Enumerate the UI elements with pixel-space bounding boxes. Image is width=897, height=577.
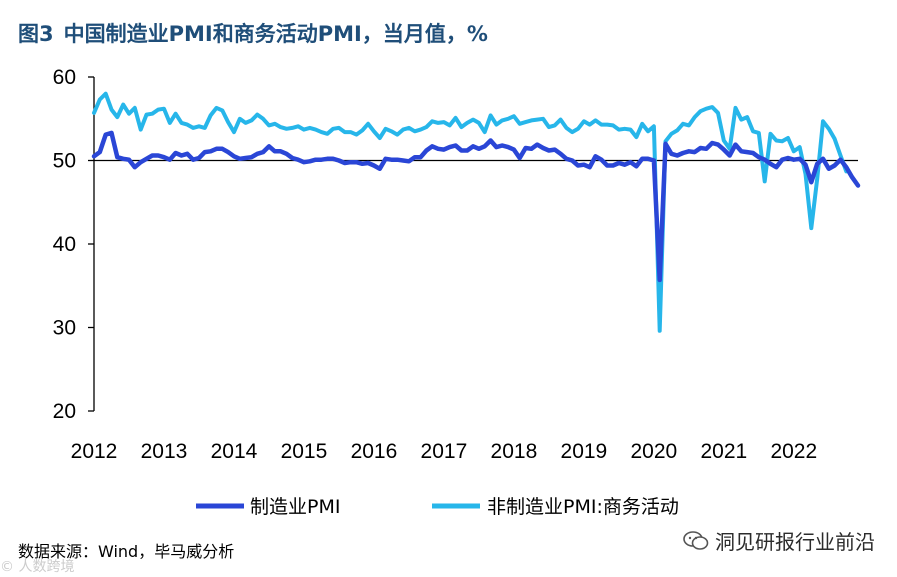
x-tick-label: 2021	[700, 440, 747, 463]
series-line-manufacturing-pmi	[91, 130, 861, 283]
x-tick-label: 2014	[211, 440, 258, 463]
x-tick-label: 2018	[491, 440, 538, 463]
x-tick-label: 2020	[631, 440, 678, 463]
chart-title: 图3 中国制造业PMI和商务活动PMI，当月值，%	[18, 18, 488, 48]
x-tick-label: 2017	[421, 440, 468, 463]
figure-number: 图3	[18, 22, 54, 46]
data-source-note: 数据来源：Wind，毕马威分析	[18, 542, 235, 561]
chart-legend: 制造业PMI 非制造业PMI:商务活动	[196, 496, 679, 518]
legend-label-manufacturing: 制造业PMI	[250, 496, 340, 518]
y-tick-label: 50	[53, 150, 76, 173]
x-tick-label: 2019	[561, 440, 608, 463]
legend-label-non-manufacturing: 非制造业PMI:商务活动	[487, 496, 679, 518]
series-line-non-manufacturing-pmi	[92, 91, 849, 333]
y-tick-label: 60	[53, 66, 76, 89]
watermark: 洞见研报行业前沿	[683, 526, 875, 555]
wechat-icon	[683, 530, 709, 550]
x-tick-label: 2012	[71, 440, 118, 463]
y-axis-ticks: 20 30 40 50 60	[53, 66, 94, 423]
y-tick-label: 40	[53, 233, 76, 256]
x-tick-label: 2022	[770, 440, 817, 463]
x-tick-label: 2013	[141, 440, 188, 463]
y-tick-label: 20	[53, 400, 76, 423]
x-tick-label: 2016	[351, 440, 398, 463]
x-axis-ticks: 2012 2013 2014 2015 2016 2017 2018 2019 2020 2021…	[71, 440, 818, 463]
figure-title-text: 中国制造业PMI和商务活动PMI，当月值，%	[63, 22, 488, 46]
corner-watermark: © 人数跨境	[0, 559, 75, 575]
y-tick-label: 30	[53, 317, 76, 340]
x-tick-label: 2015	[281, 440, 328, 463]
watermark-text: 洞见研报行业前沿	[715, 530, 875, 554]
